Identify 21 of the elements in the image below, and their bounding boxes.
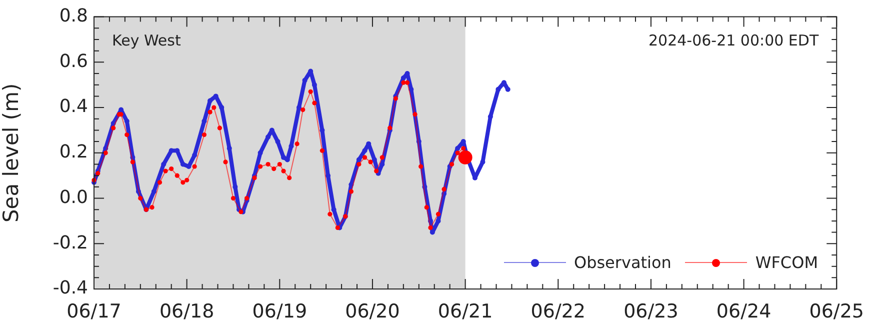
y-tick-label: 0.4 [59,96,88,118]
y-tick-label: -0.2 [52,232,88,254]
x-tick-label: 06/17 [66,300,122,322]
annotation: 2024-06-21 00:00 EDT [648,32,820,50]
x-tick-label: 06/24 [716,300,772,322]
x-tick-label: 06/21 [438,300,493,322]
y-tick-label: 0.0 [59,186,88,208]
x-tick-label: 06/19 [252,300,308,322]
y-axis-title: Sea level (m) [0,83,24,223]
x-tick-label: 06/25 [809,300,864,322]
x-tick-label: 06/22 [530,300,586,322]
y-tick-label: -0.4 [52,278,88,299]
y-tick-label: 0.8 [59,5,88,26]
x-tick-label: 06/23 [624,300,678,322]
y-tick-label: 0.6 [59,50,88,72]
y-tick-label: 0.2 [59,142,88,163]
legend-label: WFCOM [755,253,818,272]
x-tick-label: 06/20 [345,300,400,322]
x-tick-label: 06/18 [159,300,214,322]
annotation: Key West [112,32,181,50]
legend-label: Observation [574,253,672,272]
